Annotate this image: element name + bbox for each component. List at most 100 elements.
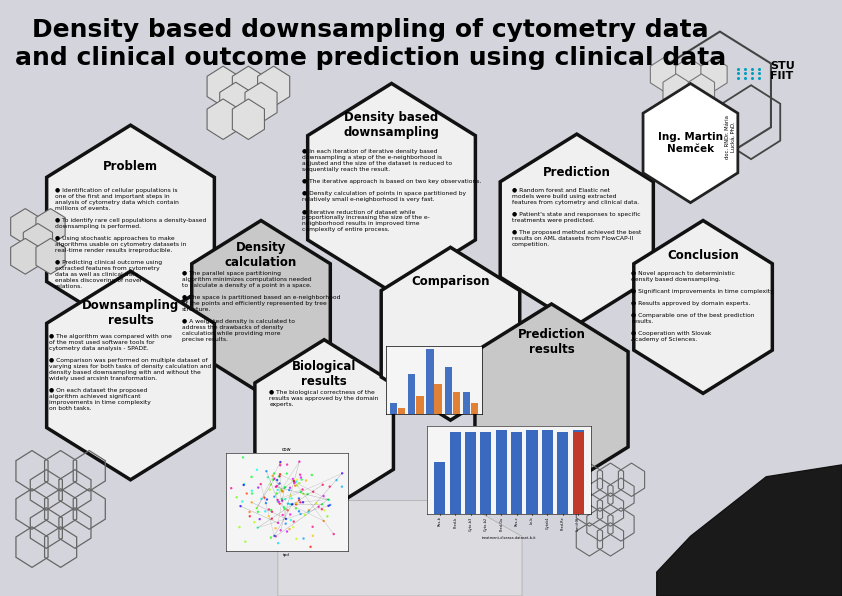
- Point: [335, 468, 349, 478]
- Point: [290, 499, 303, 509]
- Point: [275, 496, 289, 505]
- Point: [258, 507, 272, 516]
- Text: Density based downsampling of cytometry data
and clinical outcome prediction usi: Density based downsampling of cytometry …: [15, 18, 726, 70]
- Point: [268, 531, 281, 541]
- Point: [288, 478, 301, 488]
- Point: [280, 469, 294, 479]
- Polygon shape: [657, 465, 842, 596]
- Point: [285, 499, 299, 509]
- Polygon shape: [36, 238, 65, 274]
- Point: [295, 475, 308, 485]
- Point: [301, 489, 314, 499]
- Point: [250, 504, 264, 513]
- Polygon shape: [192, 221, 330, 393]
- Point: [268, 492, 281, 501]
- Text: ● Novel approach to deterministic
density based downsampling.

● Significant imp: ● Novel approach to deterministic densit…: [632, 271, 775, 342]
- Point: [254, 479, 268, 489]
- Point: [275, 495, 289, 504]
- Bar: [526, 430, 537, 514]
- Point: [304, 542, 317, 552]
- Point: [274, 457, 287, 467]
- Bar: [426, 349, 434, 414]
- Point: [232, 522, 246, 532]
- Point: [266, 471, 280, 480]
- Point: [264, 533, 278, 542]
- Point: [322, 495, 336, 505]
- Polygon shape: [278, 501, 522, 596]
- Point: [280, 527, 294, 536]
- Point: [230, 492, 243, 502]
- Point: [275, 487, 289, 496]
- Point: [281, 505, 295, 515]
- Point: [309, 498, 322, 508]
- Point: [284, 483, 297, 492]
- Text: ● The biological correctness of the
results was approved by the domain
experts.: ● The biological correctness of the resu…: [269, 390, 379, 408]
- Bar: [573, 430, 584, 514]
- Text: Downsampling
results: Downsampling results: [82, 299, 179, 327]
- Bar: [398, 408, 405, 414]
- Polygon shape: [688, 74, 715, 107]
- Point: [283, 499, 296, 509]
- Point: [271, 496, 285, 506]
- Point: [284, 516, 297, 525]
- X-axis label: tpd: tpd: [283, 552, 290, 557]
- Point: [293, 470, 306, 479]
- Text: Density based
downsampling: Density based downsampling: [344, 111, 440, 139]
- Bar: [542, 430, 553, 514]
- Point: [300, 476, 313, 485]
- Point: [317, 516, 330, 526]
- Bar: [557, 432, 568, 514]
- Point: [243, 511, 257, 521]
- Point: [296, 489, 310, 499]
- Point: [290, 475, 304, 485]
- Point: [316, 499, 329, 509]
- Polygon shape: [46, 271, 215, 480]
- Point: [273, 471, 286, 481]
- Point: [264, 480, 277, 489]
- Point: [283, 524, 296, 534]
- Text: Problem: Problem: [103, 160, 158, 173]
- Point: [290, 480, 304, 490]
- Text: ● Identification of cellular populations is
one of the first and important steps: ● Identification of cellular populations…: [55, 188, 206, 288]
- Point: [286, 474, 300, 484]
- Point: [251, 507, 264, 517]
- Point: [259, 498, 273, 508]
- Point: [236, 496, 249, 506]
- Text: Biological
results: Biological results: [292, 361, 356, 388]
- Point: [274, 470, 287, 479]
- Point: [301, 507, 315, 517]
- Point: [316, 480, 329, 489]
- Polygon shape: [46, 125, 215, 334]
- Point: [254, 494, 268, 504]
- Point: [296, 485, 309, 494]
- Point: [290, 499, 303, 508]
- Point: [261, 473, 274, 482]
- Bar: [434, 384, 442, 414]
- Point: [264, 505, 278, 515]
- Point: [270, 475, 284, 485]
- Point: [270, 482, 284, 491]
- Point: [265, 507, 279, 517]
- Point: [258, 493, 271, 502]
- Point: [321, 511, 334, 521]
- Text: doc. RNDr. Mária
Lucká, PhD.: doc. RNDr. Mária Lucká, PhD.: [725, 115, 735, 159]
- Polygon shape: [11, 238, 40, 274]
- Point: [294, 487, 307, 496]
- Point: [277, 502, 290, 512]
- Polygon shape: [207, 66, 239, 107]
- Point: [268, 468, 281, 478]
- Point: [330, 476, 344, 485]
- Polygon shape: [675, 58, 702, 91]
- Point: [274, 485, 288, 495]
- Point: [306, 531, 320, 541]
- Polygon shape: [650, 58, 677, 91]
- Point: [265, 514, 279, 523]
- Point: [271, 518, 285, 527]
- Text: ● Random forest and Elastic net
models were build using extracted
features from : ● Random forest and Elastic net models w…: [512, 188, 642, 247]
- Point: [245, 472, 258, 482]
- Point: [266, 475, 280, 485]
- Point: [284, 510, 297, 519]
- Polygon shape: [381, 247, 520, 420]
- Point: [273, 479, 286, 488]
- Bar: [453, 392, 460, 414]
